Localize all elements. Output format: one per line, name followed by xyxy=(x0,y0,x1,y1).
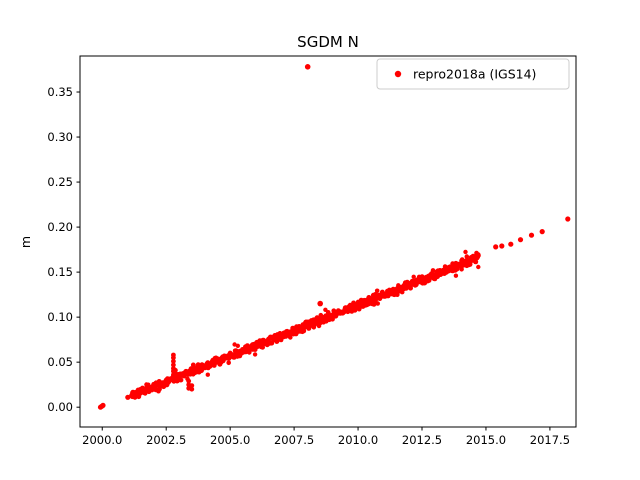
data-point xyxy=(464,254,470,259)
data-point xyxy=(252,352,258,357)
data-point xyxy=(205,372,210,377)
data-point xyxy=(331,308,337,314)
axes-ticks: 2000.0 2002.5 2005.0 2007.5 2010.0 2012.5 2015… xyxy=(47,85,570,447)
x-tick-label: 2015.0 xyxy=(466,433,506,447)
data-point xyxy=(453,273,459,278)
data-point xyxy=(473,259,479,265)
x-tick-label: 2007.5 xyxy=(274,433,314,447)
data-point xyxy=(190,362,196,368)
x-tick-label: 2010.0 xyxy=(338,433,378,447)
data-point xyxy=(528,232,535,238)
data-point xyxy=(463,249,468,255)
axes-frame xyxy=(79,55,577,428)
chart-title: SGDM N xyxy=(297,33,359,51)
data-point xyxy=(381,292,387,299)
data-point xyxy=(539,229,545,235)
data-point xyxy=(171,358,176,364)
y-tick-label: 0.35 xyxy=(47,85,73,99)
x-tick-label: 2005.0 xyxy=(210,433,250,447)
plot-area xyxy=(80,56,576,427)
data-point xyxy=(493,244,499,250)
x-tick-label: 2012.5 xyxy=(402,433,442,447)
data-point xyxy=(142,391,148,396)
data-point xyxy=(406,282,412,288)
scatter-points xyxy=(97,64,571,410)
y-tick-label: 0.10 xyxy=(47,310,73,324)
data-point xyxy=(173,371,178,377)
data-point xyxy=(189,386,195,392)
data-point xyxy=(202,364,208,370)
data-point xyxy=(226,360,231,366)
data-point xyxy=(517,237,524,243)
data-point xyxy=(304,323,310,329)
data-point xyxy=(186,378,192,384)
data-point xyxy=(253,343,259,349)
data-point xyxy=(476,264,481,270)
data-point xyxy=(508,241,514,247)
data-point xyxy=(432,272,438,278)
x-tick-label: 2017.5 xyxy=(530,433,570,447)
data-point xyxy=(374,288,380,294)
data-point xyxy=(411,274,416,279)
data-point xyxy=(356,306,362,312)
data-point xyxy=(227,353,233,359)
x-tick-label: 2000.0 xyxy=(82,433,122,447)
data-point xyxy=(317,300,324,307)
data-point xyxy=(125,394,131,400)
data-point xyxy=(467,261,473,267)
y-tick-label: 0.25 xyxy=(47,175,73,189)
data-point xyxy=(100,402,106,408)
data-point xyxy=(189,383,195,388)
data-point xyxy=(171,352,176,358)
data-point xyxy=(157,386,162,392)
y-tick-label: 0.05 xyxy=(47,355,73,369)
data-point xyxy=(355,302,361,308)
data-point xyxy=(150,383,156,390)
data-point xyxy=(235,343,240,348)
y-axis-label: m xyxy=(18,236,33,248)
x-tick-label: 2002.5 xyxy=(146,433,186,447)
data-point xyxy=(301,328,307,334)
data-point xyxy=(430,268,436,273)
legend-box xyxy=(376,58,570,90)
data-point xyxy=(304,64,311,70)
data-point xyxy=(459,267,464,272)
data-point xyxy=(288,335,293,340)
data-point xyxy=(171,362,176,368)
data-point xyxy=(565,216,571,222)
data-point xyxy=(278,333,284,339)
data-point xyxy=(457,262,463,268)
y-tick-label: 0.30 xyxy=(47,130,73,144)
data-point xyxy=(173,375,178,380)
y-tick-label: 0.20 xyxy=(47,220,73,234)
legend-label: repro2018a (IGS14) xyxy=(413,67,536,82)
data-point xyxy=(371,302,377,307)
data-point xyxy=(173,367,178,373)
y-tick-label: 0.00 xyxy=(47,400,73,414)
data-point xyxy=(375,301,381,306)
legend: repro2018a (IGS14) xyxy=(376,58,570,90)
y-tick-label: 0.15 xyxy=(47,265,73,279)
data-point xyxy=(499,243,505,249)
data-point xyxy=(476,252,481,257)
legend-marker-icon xyxy=(394,70,402,78)
